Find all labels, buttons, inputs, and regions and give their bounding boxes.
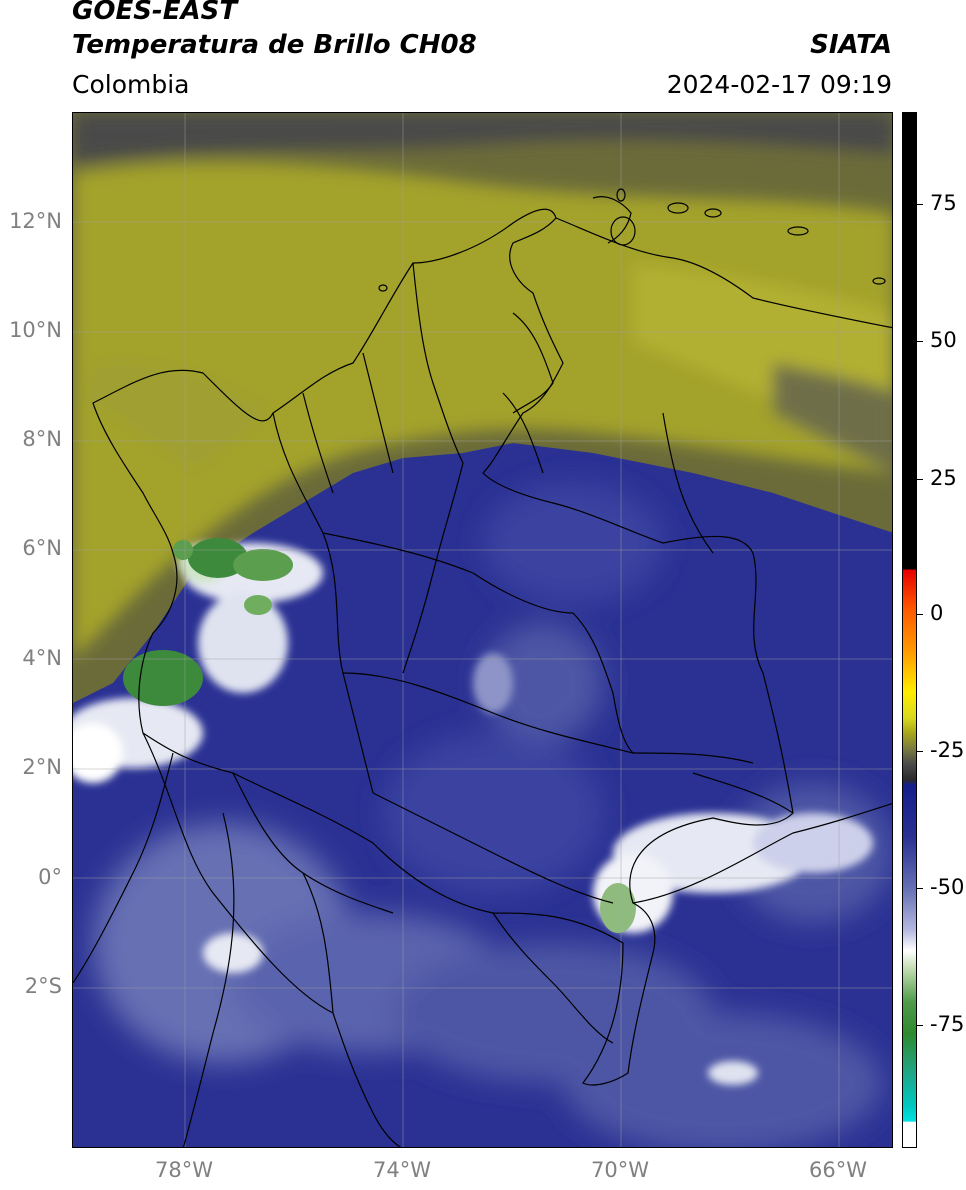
colorbar-tick-50: 50: [930, 328, 957, 352]
lat-label-6n: 6°N: [22, 536, 62, 560]
colorbar-tick-75: 75: [930, 191, 957, 215]
lon-label-66w: 66°W: [809, 1158, 867, 1182]
datetime-label: 2024-02-17 09:19: [666, 70, 892, 99]
lon-label-74w: 74°W: [373, 1158, 431, 1182]
colorbar-tick-0: 0: [930, 601, 944, 625]
lat-label-4n: 4°N: [22, 646, 62, 670]
map-image: [73, 113, 892, 1147]
colorbar: [902, 112, 917, 1148]
lat-label-8n: 8°N: [22, 427, 62, 451]
colorbar-tick-neg75: -75: [930, 1012, 965, 1036]
lat-label-10n: 10°N: [9, 318, 62, 342]
lon-label-78w: 78°W: [155, 1158, 213, 1182]
colorbar-tick-25: 25: [930, 466, 957, 490]
lat-label-2s: 2°S: [24, 974, 62, 998]
borders: [73, 196, 892, 1147]
title-satellite: GOES-EAST: [72, 0, 238, 26]
colorbar-tick-neg25: -25: [930, 738, 965, 762]
colorbar-tick-neg50: -50: [930, 875, 965, 899]
islands: [378, 188, 886, 292]
satellite-map: [72, 112, 893, 1148]
colorbar-gradient: [903, 113, 916, 1147]
lat-label-12n: 12°N: [9, 209, 62, 233]
lat-label-2n: 2°N: [22, 755, 62, 779]
title-product: Temperatura de Brillo CH08: [72, 30, 477, 60]
convection-east: [203, 653, 873, 1085]
cold-tops-east: [600, 883, 636, 933]
lon-label-70w: 70°W: [591, 1158, 649, 1182]
region-label: Colombia: [72, 70, 190, 99]
source-label: SIATA: [810, 30, 892, 60]
lat-label-0: 0°: [38, 865, 62, 889]
